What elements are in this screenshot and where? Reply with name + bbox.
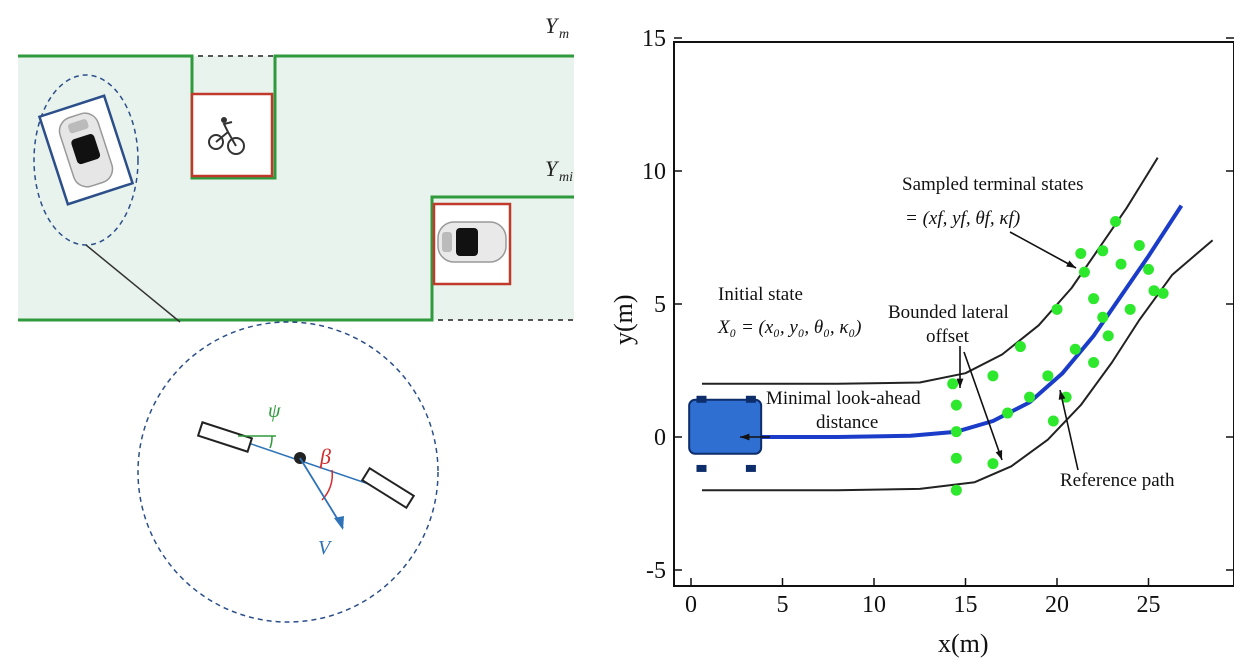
road-scene	[18, 54, 574, 623]
bounded-arrow-2-head	[995, 450, 1003, 460]
sampled-terminal-point	[950, 452, 962, 464]
beta-label: β	[319, 444, 331, 469]
rear-wheel	[196, 421, 254, 453]
y-axis-label: y(m)	[609, 294, 638, 345]
reference-label: Reference path	[1060, 470, 1175, 491]
sampled-terminal-point	[1047, 415, 1059, 427]
sampled-terminal-point	[1143, 263, 1154, 275]
axis-ticks: 0 5 10 15 20 25 -5 0 5 10 15	[642, 26, 1234, 618]
vehicle-wheel	[696, 395, 707, 403]
x-tick-label: 10	[862, 592, 886, 618]
trajectory-chart: 0 5 10 15 20 25 -5 0 5 10 15	[642, 26, 1234, 618]
zoom-connector	[85, 244, 181, 323]
bounded-label-2: offset	[926, 326, 970, 347]
sampled-points	[947, 216, 1169, 496]
v-label: V	[318, 537, 333, 559]
initial-formula: X₀ = (x₀, y₀, θ₀, κ₀)	[717, 317, 861, 338]
vehicle-wheel	[745, 395, 756, 403]
ymin-sub: mi	[559, 170, 573, 185]
lookahead-arrow-head	[740, 433, 750, 441]
lookahead-label-2: distance	[816, 412, 878, 433]
sampled-terminal-point	[1110, 216, 1122, 228]
velocity-vector	[299, 457, 344, 529]
sampled-terminal-point	[1115, 258, 1127, 270]
lower-path-line	[702, 239, 1214, 492]
sampled-arrow	[1009, 231, 1077, 269]
y-tick-label: 5	[654, 292, 666, 318]
ymax-label: Y	[545, 13, 560, 38]
bounded-arrow-1-head	[956, 378, 964, 388]
sampled-formula: = (xf, yf, θf, κf)	[905, 208, 1020, 229]
plot-frame	[673, 41, 1234, 587]
ego-zoom-circle-large	[137, 321, 439, 623]
sampled-terminal-point	[1088, 293, 1100, 305]
sampled-terminal-point	[950, 399, 962, 411]
sampled-terminal-point	[1042, 370, 1054, 382]
annotation-arrows	[740, 231, 1079, 471]
sampled-terminal-point	[950, 426, 962, 438]
sampled-terminal-point	[1148, 285, 1160, 297]
y-tick-label: 0	[654, 425, 666, 451]
cyclist-obstacle-box	[190, 92, 274, 178]
vehicle-wheel	[696, 464, 707, 472]
sampled-terminal-point	[1051, 303, 1063, 315]
sampled-terminal-point	[1060, 391, 1072, 403]
vehicle-body	[688, 398, 763, 455]
reference-arrow	[1059, 389, 1079, 471]
sampled-terminal-point	[1024, 391, 1036, 403]
sampled-title: Sampled terminal states	[902, 174, 1084, 195]
initial-title: Initial state	[718, 284, 803, 305]
ymax-sub: m	[559, 27, 569, 42]
vehicle-wheel	[745, 464, 756, 472]
sampled-terminal-point	[1097, 245, 1109, 257]
x-tick-label: 15	[954, 592, 978, 618]
reference-arrow-head	[1058, 390, 1066, 400]
velocity-arrowhead	[334, 516, 344, 530]
sampled-terminal-point	[947, 378, 959, 390]
sampled-terminal-point	[950, 484, 962, 496]
sampled-terminal-point	[1069, 343, 1081, 355]
front-wheel	[360, 466, 416, 510]
upper-path-line	[702, 157, 1159, 385]
sampled-terminal-point	[987, 370, 999, 382]
sampled-terminal-point	[1078, 266, 1090, 278]
bounded-label-1: Bounded lateral	[888, 302, 1009, 323]
sampled-terminal-point	[1133, 239, 1145, 251]
chart-vehicle	[688, 395, 763, 472]
x-axis-label: x(m)	[938, 629, 989, 658]
psi-arc	[269, 435, 273, 449]
y-tick-label: 10	[642, 159, 666, 185]
x-tick-label: 5	[777, 592, 789, 618]
x-tick-label: 20	[1045, 592, 1069, 618]
y-tick-label: 15	[642, 26, 666, 52]
sampled-terminal-point	[1088, 357, 1100, 369]
beta-arc	[321, 469, 334, 501]
parked-car-icon	[437, 221, 507, 263]
y-tick-label: -5	[646, 558, 666, 584]
sampled-terminal-point	[1124, 303, 1136, 315]
bounded-arrow-2	[963, 351, 1003, 461]
x-tick-label: 0	[685, 592, 697, 618]
sampled-terminal-point	[1102, 330, 1114, 342]
ego-vehicle	[37, 94, 135, 206]
x-tick-label: 25	[1137, 592, 1161, 618]
ymin-label: Y	[545, 156, 560, 181]
sampled-terminal-point	[987, 458, 999, 470]
psi-label: ψ	[268, 400, 281, 422]
sampled-terminal-point	[1075, 247, 1087, 259]
bicycle-model	[196, 421, 416, 530]
sampled-terminal-point	[1157, 287, 1169, 299]
cyclist-icon	[208, 117, 245, 155]
sampled-terminal-point	[1097, 311, 1109, 323]
lookahead-label-1: Minimal look-ahead	[766, 388, 921, 409]
sampled-arrow-head	[1066, 260, 1076, 268]
sampled-terminal-point	[1014, 341, 1026, 353]
sampled-terminal-point	[1002, 407, 1014, 419]
